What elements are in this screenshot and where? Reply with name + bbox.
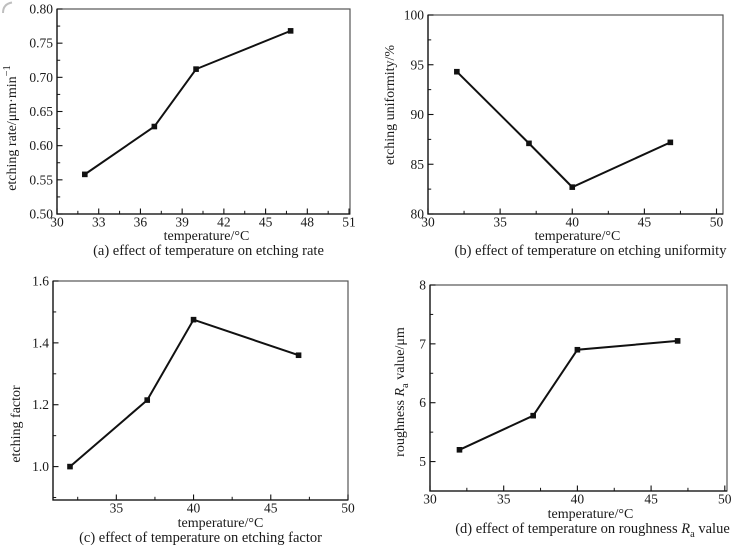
data-point-marker xyxy=(526,140,532,147)
y-tick-label: 1.4 xyxy=(32,335,49,350)
x-tick-label: 40 xyxy=(187,501,201,516)
x-tick-label: 50 xyxy=(718,492,732,507)
x-axis-label: temperature/°C xyxy=(178,516,264,531)
y-axis-label: etching factor xyxy=(9,385,24,463)
y-tick-label: 7 xyxy=(419,336,426,351)
x-tick-label: 42 xyxy=(217,215,231,230)
chart-d: 30 35 40 45 50 5 6 7 8 roughness Ra value/μm tempe… xyxy=(393,278,732,541)
data-line xyxy=(84,29,291,176)
x-tick-label: 40 xyxy=(571,492,585,507)
chart-caption: (b) effect of temperature on etching uni… xyxy=(455,243,728,259)
x-tick-label: 30 xyxy=(421,215,435,230)
y-tick-label: 85 xyxy=(411,157,425,172)
y-tick-label: 1.2 xyxy=(32,397,49,412)
chart-b: 30 35 40 45 50 80 85 90 95 100 etching uniformity/… xyxy=(383,8,727,260)
x-tick-label: 45 xyxy=(638,215,652,230)
data-line xyxy=(459,339,678,451)
chart-caption: (c) effect of temperature on etching fac… xyxy=(79,530,322,546)
y-tick-label: 90 xyxy=(411,107,425,122)
data-point-marker xyxy=(674,338,681,344)
x-axis-label: temperature/°C xyxy=(164,229,250,244)
y-tick-label: 0.80 xyxy=(29,2,53,17)
y-tick-label: 95 xyxy=(411,57,425,72)
data-point-marker xyxy=(530,412,536,419)
data-line xyxy=(456,71,671,189)
y-tick-label: 0.60 xyxy=(29,138,53,153)
y-axis-label: roughness Ra value/μm xyxy=(393,327,411,457)
y-tick-label: 0.65 xyxy=(29,104,53,119)
chart-c: 35 40 45 50 1.0 1.2 1.4 1.6 etching factor temper… xyxy=(9,274,355,546)
data-point-marker xyxy=(454,68,460,75)
plot-area xyxy=(429,284,728,492)
data-point-marker xyxy=(287,28,294,34)
x-tick-label: 39 xyxy=(175,215,189,230)
x-tick-label: 48 xyxy=(301,215,315,230)
x-tick-label: 45 xyxy=(644,492,658,507)
chart-a: 30 33 36 39 42 45 48 51 0.50 0.55 0.60 0.65 0.70 0.75… xyxy=(2,2,356,260)
data-point-marker xyxy=(82,171,88,178)
data-point-marker xyxy=(193,66,199,72)
x-tick-label: 50 xyxy=(341,501,355,516)
axis-lines xyxy=(56,9,350,215)
data-point-marker xyxy=(144,397,151,403)
y-tick-label: 6 xyxy=(419,395,426,410)
data-point-marker xyxy=(67,463,73,470)
x-tick-label: 50 xyxy=(710,215,724,230)
chart-caption: (d) effect of temperature on roughness R… xyxy=(455,521,730,540)
x-axis-label: temperature/°C xyxy=(548,507,634,522)
x-tick-label: 35 xyxy=(110,501,124,516)
chart-caption: (a) effect of temperature on etching rat… xyxy=(93,243,324,259)
x-tick-label: 51 xyxy=(342,215,356,230)
scan-artifact xyxy=(2,1,13,14)
y-tick-label: 80 xyxy=(411,207,425,222)
axis-lines xyxy=(52,281,348,501)
x-tick-label: 35 xyxy=(493,215,507,230)
data-point-marker xyxy=(667,139,674,146)
data-line xyxy=(69,318,299,468)
plot-area xyxy=(427,14,724,215)
x-tick-label: 35 xyxy=(497,492,511,507)
x-tick-label: 40 xyxy=(566,215,580,230)
axis-lines xyxy=(427,15,723,215)
x-tick-label: 45 xyxy=(264,501,278,516)
y-tick-label: 8 xyxy=(419,278,426,293)
data-point-marker xyxy=(190,316,197,323)
axis-lines xyxy=(429,285,727,492)
data-point-marker xyxy=(569,184,576,190)
data-point-marker xyxy=(295,352,302,359)
y-tick-label: 0.70 xyxy=(29,70,53,85)
data-point-marker xyxy=(574,346,581,353)
y-tick-label: 100 xyxy=(404,8,425,23)
x-tick-label: 45 xyxy=(259,215,273,230)
x-tick-label: 36 xyxy=(134,215,148,230)
y-tick-label: 1.6 xyxy=(32,274,49,289)
plot-area xyxy=(56,8,351,215)
y-tick-label: 1.0 xyxy=(32,459,49,474)
y-tick-label: 0.50 xyxy=(29,207,53,222)
y-tick-label: 5 xyxy=(419,454,426,469)
plot-area xyxy=(52,280,349,501)
data-point-marker xyxy=(456,447,463,453)
x-tick-label: 30 xyxy=(423,492,437,507)
x-axis-label: temperature/°C xyxy=(535,229,621,244)
y-axis-label: etching rate/μm·min−1 xyxy=(2,65,20,191)
data-point-marker xyxy=(151,123,158,130)
x-tick-label: 30 xyxy=(50,215,64,230)
y-tick-label: 0.55 xyxy=(29,172,53,187)
y-axis-label: etching uniformity/% xyxy=(383,45,398,165)
y-tick-label: 0.75 xyxy=(29,36,53,51)
x-tick-label: 33 xyxy=(92,215,106,230)
